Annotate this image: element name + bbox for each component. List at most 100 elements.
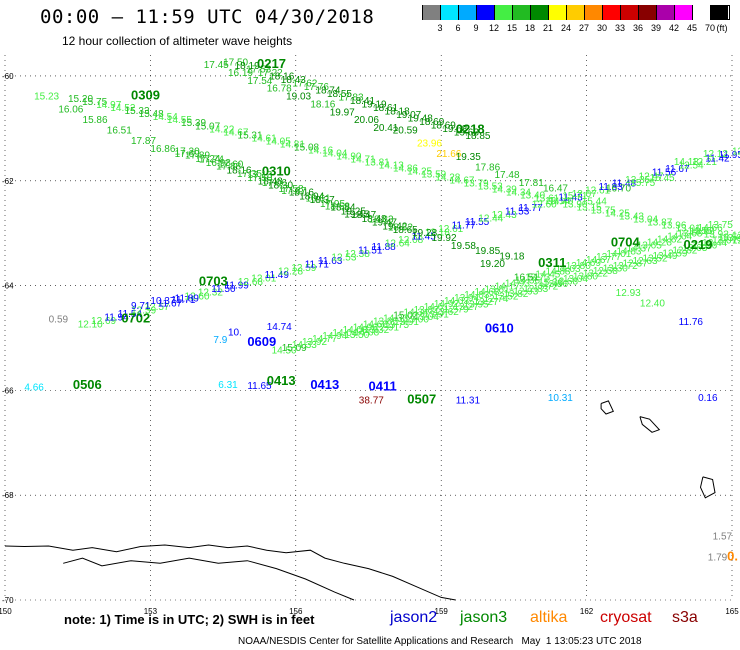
scale-swatch	[494, 5, 512, 20]
wave-height-label: 17.87	[131, 136, 156, 147]
track-value-label: 13.91	[424, 310, 449, 321]
scale-label: 27	[578, 23, 590, 33]
wave-height-label: 16.51	[514, 272, 539, 283]
wave-height-label: 19.58	[451, 241, 476, 252]
track-value-label: 13.04	[563, 274, 588, 285]
track-value-label: 14.33	[292, 340, 317, 351]
track-value-label: 12.68	[553, 276, 578, 287]
wave-height-label: 19.45	[344, 209, 369, 220]
track-value-label: 14.68	[363, 319, 388, 330]
track-value-label: 12.28	[278, 267, 303, 278]
track-value-label: 14.55	[687, 226, 712, 237]
track-value-label: 12.59	[291, 263, 316, 274]
footer-credit: NOAA/NESDIS Center for Satellite Applica…	[238, 636, 642, 647]
track-value-label: 13.01	[675, 224, 700, 235]
wave-height-label: 0.16	[698, 393, 718, 404]
track-value-label: 14.01	[606, 249, 631, 260]
track-value-label: 13.82	[503, 289, 528, 300]
wave-height-label: 15.71	[562, 191, 587, 202]
track-value-label: 14.82	[657, 235, 682, 246]
track-value-label: 13.81	[365, 157, 390, 168]
track-value-label: 18.16	[269, 71, 294, 82]
track-value-label: 12.54	[679, 161, 704, 172]
track-value-label: 17.89	[185, 150, 210, 161]
lat-tick-label: -60	[2, 72, 14, 81]
track-value-label: 19.68	[442, 124, 467, 135]
pass-time-label: 0309	[131, 88, 160, 103]
track-value-label: 13.32	[364, 325, 389, 336]
island-outline	[639, 416, 661, 433]
wave-height-label: 11.65	[247, 381, 272, 392]
track-value-label: 12.60	[732, 147, 740, 158]
track-value-label: 13.04	[633, 215, 658, 226]
wave-height-label: 20.41	[373, 123, 398, 134]
footer-note: note: 1) Time is in UTC; 2) SWH is in fe…	[64, 612, 315, 627]
track-value-label: 18.18	[385, 106, 410, 117]
track-value-label: 14.90	[336, 151, 361, 162]
wave-height-label: 19.35	[456, 152, 481, 163]
pass-time-label: 0310	[262, 164, 291, 179]
track-value-label: 12.82	[672, 246, 697, 257]
track-value-label: 13.22	[583, 269, 608, 280]
wave-height-label: 12.12	[703, 149, 728, 160]
wave-height-label: 16.19	[228, 68, 253, 79]
scale-swatch	[692, 5, 710, 20]
track-value-label: 15.31	[238, 130, 263, 141]
wave-height-label: 10.	[228, 327, 242, 338]
track-value-label: 13.50	[344, 330, 369, 341]
pass-time-label: 0413	[267, 373, 296, 388]
scale-label: 21	[542, 23, 554, 33]
track-value-label: 18.55	[327, 89, 352, 100]
scale-label: 39	[650, 23, 662, 33]
track-value-label: 14.68	[474, 287, 499, 298]
track-value-label: 13.04	[414, 312, 439, 323]
scale-label: 45	[686, 23, 698, 33]
track-value-label: 19.25	[341, 206, 366, 217]
track-value-label: 13.91	[394, 317, 419, 328]
track-value-label: 11.55	[465, 217, 490, 228]
satellite-altika: altika	[530, 609, 568, 626]
track-value-label: 18.48	[362, 214, 387, 225]
track-value-label: 12.64	[385, 238, 410, 249]
wave-height-label: 21.66	[436, 149, 461, 160]
track-value-label: 12.58	[593, 266, 618, 277]
track-value-label: 13.95	[464, 299, 489, 310]
pass-time-label: 0217	[257, 56, 286, 71]
wave-height-label: 7.9	[213, 335, 227, 346]
scale-label: 6	[455, 23, 461, 33]
track-value-label: 14.13	[379, 160, 404, 171]
track-value-label: 12.63	[633, 256, 658, 267]
track-value-label: 11.88	[371, 242, 396, 253]
pass-time-label: 0703	[199, 274, 228, 289]
track-value-label: 13.56	[543, 279, 568, 290]
scale-swatch	[422, 5, 440, 20]
wave-height-label: 19.03	[286, 92, 311, 103]
track-value-label: 13.30	[603, 264, 628, 275]
track-value-label: 11.71	[305, 260, 330, 271]
track-value-label: 13.72	[533, 281, 558, 292]
track-value-label: 13.00	[404, 315, 429, 326]
lat-tick-label: -62	[2, 177, 14, 186]
track-value-label: 14.45	[535, 270, 560, 281]
track-value-label: 17.20	[175, 147, 200, 158]
wave-height-label: 17.37	[281, 186, 306, 197]
track-value-label: 13.53	[478, 181, 503, 192]
track-value-label: 18.47	[351, 210, 376, 221]
track-value-label: 14.08	[354, 327, 379, 338]
track-value-label: 12.39	[131, 305, 156, 316]
track-value-label: 13.60	[722, 233, 740, 244]
track-value-label: 14.67	[586, 255, 611, 266]
track-value-label: 12.01	[251, 274, 276, 285]
scale-swatch	[710, 5, 728, 20]
lat-tick-label: -68	[2, 491, 14, 500]
track-value-label: 18.61	[373, 103, 398, 114]
track-value-label: 12.93	[513, 287, 538, 298]
track-value-label: 13.65	[637, 240, 662, 251]
track-value-label: 19.42	[382, 221, 407, 232]
wave-height-label: 16.61	[305, 194, 330, 205]
track-value-label: 14.94	[322, 331, 347, 342]
lon-tick-label: 153	[144, 607, 158, 616]
wave-height-label: 15.45	[650, 173, 675, 184]
track-value-label: 14.05	[266, 136, 291, 147]
